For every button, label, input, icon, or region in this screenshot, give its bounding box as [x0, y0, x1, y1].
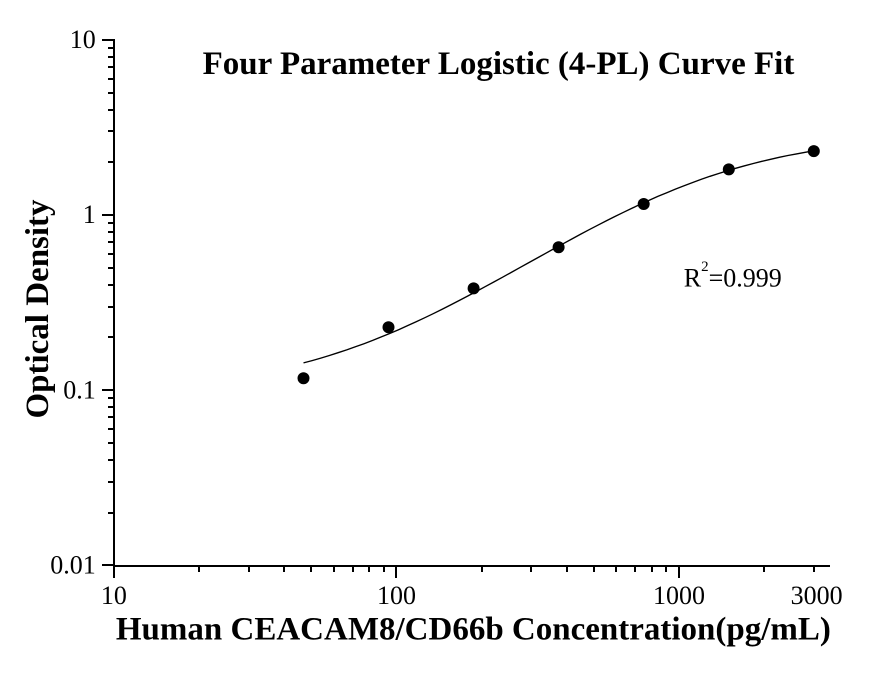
- svg-text:10: 10: [70, 25, 96, 54]
- svg-text:Four Parameter Logistic (4-PL): Four Parameter Logistic (4-PL) Curve Fit: [203, 46, 795, 82]
- svg-text:1: 1: [83, 200, 96, 229]
- svg-text:0.01: 0.01: [50, 551, 96, 580]
- svg-text:3000: 3000: [791, 581, 843, 610]
- svg-text:0.1: 0.1: [63, 375, 96, 404]
- svg-text:R2=0.999: R2=0.999: [684, 259, 782, 293]
- svg-text:10: 10: [101, 581, 127, 610]
- svg-text:Optical Density: Optical Density: [20, 199, 56, 419]
- svg-text:Human CEACAM8/CD66b Concentrat: Human CEACAM8/CD66b Concentration(pg/mL): [116, 611, 831, 647]
- svg-text:1000: 1000: [653, 581, 705, 610]
- svg-text:100: 100: [377, 581, 416, 610]
